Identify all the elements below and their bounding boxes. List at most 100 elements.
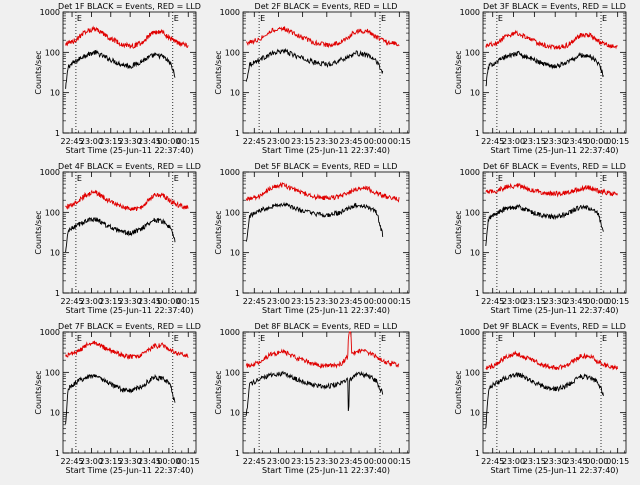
x-tick-label: 23:45: [339, 297, 362, 306]
chart-title: Det 5F BLACK = Events, RED = LLD: [255, 162, 398, 171]
detector-chart-2: Det 2F BLACK = Events, RED = LLD 1 10 100 10…: [214, 2, 411, 155]
x-tick-label: 23:45: [564, 137, 587, 146]
x-tick-label: 00:00: [157, 457, 180, 466]
detector-chart-1: Det 1F BLACK = Events, RED = LLD 1 10 100 10…: [34, 2, 201, 155]
events-series-line: [245, 201, 384, 242]
events-series-line: [485, 203, 604, 247]
plot-frame: [242, 331, 410, 454]
y-tick-label: 10: [50, 409, 60, 418]
plot-frame: [62, 331, 197, 454]
y-tick-label: 100: [465, 208, 480, 217]
y-axis-label: Counts/sec: [454, 50, 463, 94]
detector-chart-6: Det 6F BLACK = Events, RED = LLD 1 10 100 10…: [454, 162, 629, 315]
lld-series-line: [245, 181, 400, 203]
x-tick-label: 23:15: [523, 457, 546, 466]
e-marker-label: E: [77, 334, 82, 343]
events-series-line: [485, 50, 604, 87]
y-tick-label: 100: [225, 48, 240, 57]
e-marker-label: E: [602, 334, 607, 343]
x-tick-label: 23:15: [291, 137, 314, 146]
y-tick-label: 1: [55, 289, 60, 298]
e-marker-label: E: [602, 174, 607, 183]
e-marker-label: E: [260, 14, 265, 23]
y-tick-label: 1000: [220, 168, 240, 177]
x-tick-label: 00:00: [157, 137, 180, 146]
x-axis-label: Start Time (25-Jun-11 22:37:40): [262, 306, 390, 315]
x-tick-label: 22:45: [61, 137, 84, 146]
detector-chart-3: Det 3F BLACK = Events, RED = LLD 1 10 100 10…: [454, 2, 629, 155]
plot-frame: [482, 171, 627, 294]
x-tick-label: 23:30: [119, 457, 142, 466]
e-marker-label: E: [498, 174, 503, 183]
plot-frame: [482, 11, 627, 134]
x-tick-label: 23:45: [564, 297, 587, 306]
x-tick-label: 00:00: [364, 457, 387, 466]
x-axis-label: Start Time (25-Jun-11 22:37:40): [66, 146, 194, 155]
y-tick-label: 1: [235, 289, 240, 298]
x-tick-label: 00:00: [585, 457, 608, 466]
x-tick-label: 23:45: [339, 457, 362, 466]
x-tick-label: 23:30: [119, 137, 142, 146]
detector-chart-8: Det 8F BLACK = Events, RED = LLD 1 10 100 10…: [214, 322, 411, 475]
y-tick-label: 1000: [220, 328, 240, 337]
chart-title: Det 3F BLACK = Events, RED = LLD: [483, 2, 626, 11]
events-series-line: [65, 217, 176, 253]
x-tick-label: 23:00: [267, 297, 290, 306]
x-tick-label: 23:45: [138, 137, 161, 146]
x-tick-label: 00:15: [177, 297, 200, 306]
x-tick-label: 00:15: [388, 297, 411, 306]
e-marker-label: E: [174, 14, 179, 23]
chart-title: Det 1F BLACK = Events, RED = LLD: [58, 2, 201, 11]
y-tick-label: 10: [230, 409, 240, 418]
lld-series-line: [245, 331, 400, 369]
plot-frame: [242, 11, 410, 134]
y-tick-label: 1000: [460, 168, 480, 177]
x-tick-label: 23:30: [544, 457, 567, 466]
x-tick-label: 00:00: [157, 297, 180, 306]
lld-series-line: [485, 350, 618, 371]
x-tick-label: 00:15: [606, 457, 629, 466]
events-series-line: [245, 47, 384, 82]
x-tick-label: 23:00: [267, 457, 290, 466]
chart-title: Det 6F BLACK = Events, RED = LLD: [483, 162, 626, 171]
e-marker-label: E: [174, 334, 179, 343]
y-tick-label: 1000: [40, 8, 60, 17]
x-tick-label: 23:00: [267, 137, 290, 146]
lld-series-line: [65, 189, 189, 212]
x-tick-label: 23:15: [523, 297, 546, 306]
x-tick-label: 00:00: [585, 137, 608, 146]
x-axis-label: Start Time (25-Jun-11 22:37:40): [262, 146, 390, 155]
y-tick-label: 10: [50, 89, 60, 98]
y-tick-label: 100: [45, 208, 60, 217]
y-tick-label: 100: [225, 208, 240, 217]
y-tick-label: 1: [475, 289, 480, 298]
x-tick-label: 23:00: [502, 137, 525, 146]
x-tick-label: 23:30: [315, 457, 338, 466]
x-tick-label: 00:15: [606, 297, 629, 306]
y-tick-label: 1000: [220, 8, 240, 17]
y-axis-label: Counts/sec: [214, 210, 223, 254]
x-tick-label: 23:00: [80, 457, 103, 466]
e-marker-label: E: [381, 334, 386, 343]
x-tick-label: 22:45: [61, 297, 84, 306]
x-tick-label: 00:15: [177, 457, 200, 466]
events-series-line: [485, 372, 604, 428]
x-tick-label: 22:45: [481, 297, 504, 306]
chart-title: Det 9F BLACK = Events, RED = LLD: [483, 322, 626, 331]
plot-frame: [62, 11, 197, 134]
chart-title: Det 2F BLACK = Events, RED = LLD: [255, 2, 398, 11]
y-tick-label: 10: [230, 249, 240, 258]
e-marker-label: E: [77, 14, 82, 23]
lld-series-line: [485, 29, 618, 51]
plot-frame: [62, 171, 197, 294]
y-tick-label: 1000: [40, 328, 60, 337]
lld-series-line: [65, 340, 189, 360]
y-axis-label: Counts/sec: [34, 50, 43, 94]
lld-series-line: [485, 182, 618, 198]
events-series-line: [65, 49, 176, 89]
x-axis-label: Start Time (25-Jun-11 22:37:40): [66, 306, 194, 315]
detector-chart-7: Det 7F BLACK = Events, RED = LLD 1 10 100 10…: [34, 322, 201, 475]
x-tick-label: 23:45: [138, 297, 161, 306]
